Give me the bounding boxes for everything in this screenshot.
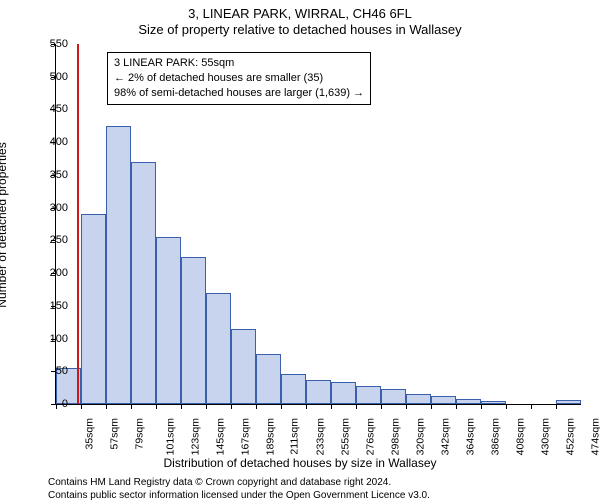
x-axis-label: Distribution of detached houses by size … — [0, 456, 600, 470]
histogram-bar — [256, 354, 281, 404]
x-tick — [306, 404, 307, 409]
x-tick — [131, 404, 132, 409]
histogram-bar — [106, 126, 131, 404]
x-tick-label: 474sqm — [589, 418, 600, 455]
x-tick — [281, 404, 282, 409]
x-tick-label: 386sqm — [489, 418, 501, 455]
chart-title: 3, LINEAR PARK, WIRRAL, CH46 6FL — [0, 6, 600, 21]
y-tick-label: 250 — [38, 234, 68, 246]
histogram-bar — [556, 400, 581, 404]
x-tick — [331, 404, 332, 409]
property-marker-line — [77, 44, 79, 404]
y-tick-label: 500 — [38, 71, 68, 83]
annotation-box: 3 LINEAR PARK: 55sqm ← 2% of detached ho… — [107, 52, 371, 105]
y-tick-label: 400 — [38, 136, 68, 148]
histogram-bar — [331, 382, 356, 404]
y-tick-label: 550 — [38, 38, 68, 50]
annotation-line-1: 3 LINEAR PARK: 55sqm — [114, 56, 364, 71]
x-tick — [106, 404, 107, 409]
y-tick-label: 100 — [38, 333, 68, 345]
x-tick-label: 320sqm — [414, 418, 426, 455]
x-tick-label: 123sqm — [189, 418, 201, 455]
y-tick-label: 50 — [38, 365, 68, 377]
x-tick-label: 430sqm — [539, 418, 551, 455]
histogram-bar — [281, 374, 306, 404]
x-tick — [81, 404, 82, 409]
x-tick — [181, 404, 182, 409]
x-tick-label: 35sqm — [84, 418, 96, 450]
histogram-bar — [381, 389, 406, 404]
x-tick — [556, 404, 557, 409]
x-tick — [456, 404, 457, 409]
annotation-line-2: ← 2% of detached houses are smaller (35) — [114, 71, 364, 86]
y-tick-label: 150 — [38, 300, 68, 312]
y-axis-label: Number of detached properties — [0, 60, 9, 225]
x-tick-label: 211sqm — [289, 418, 301, 455]
histogram-bar — [231, 329, 256, 404]
x-tick-label: 145sqm — [214, 418, 226, 455]
x-tick — [506, 404, 507, 409]
histogram-bar — [356, 386, 381, 404]
copyright-text: Contains HM Land Registry data © Crown c… — [48, 476, 430, 500]
x-tick-label: 364sqm — [464, 418, 476, 455]
y-tick-label: 350 — [38, 169, 68, 181]
histogram-bar — [456, 399, 481, 404]
x-tick — [481, 404, 482, 409]
x-tick-label: 276sqm — [364, 418, 376, 455]
x-tick — [206, 404, 207, 409]
annotation-line-3: 98% of semi-detached houses are larger (… — [114, 86, 364, 101]
y-tick-label: 450 — [38, 103, 68, 115]
y-tick-label: 0 — [38, 398, 68, 410]
histogram-bar — [131, 162, 156, 404]
x-tick-label: 233sqm — [314, 418, 326, 455]
x-tick — [356, 404, 357, 409]
x-tick — [531, 404, 532, 409]
x-tick — [256, 404, 257, 409]
histogram-bar — [406, 394, 431, 404]
x-tick-label: 452sqm — [564, 418, 576, 455]
x-tick — [156, 404, 157, 409]
x-tick-label: 255sqm — [339, 418, 351, 455]
histogram-bar — [306, 380, 331, 404]
x-tick — [381, 404, 382, 409]
histogram-bar — [206, 293, 231, 404]
x-tick-label: 408sqm — [514, 418, 526, 455]
plot-area: 3 LINEAR PARK: 55sqm ← 2% of detached ho… — [55, 44, 581, 405]
histogram-bar — [481, 401, 506, 404]
histogram-bar — [181, 257, 206, 404]
histogram-bar — [81, 214, 106, 404]
histogram-bar — [156, 237, 181, 404]
copyright-line-1: Contains HM Land Registry data © Crown c… — [48, 476, 430, 489]
x-tick — [431, 404, 432, 409]
y-tick-label: 300 — [38, 202, 68, 214]
x-tick-label: 79sqm — [134, 418, 146, 450]
x-tick — [406, 404, 407, 409]
x-tick-label: 101sqm — [164, 418, 176, 455]
x-tick-label: 189sqm — [264, 418, 276, 455]
copyright-line-2: Contains public sector information licen… — [48, 489, 430, 500]
y-tick-label: 200 — [38, 267, 68, 279]
x-tick — [231, 404, 232, 409]
x-tick-label: 167sqm — [239, 418, 251, 455]
x-tick-label: 342sqm — [439, 418, 451, 455]
histogram-bar — [431, 396, 456, 404]
chart-subtitle: Size of property relative to detached ho… — [0, 22, 600, 37]
x-tick-label: 298sqm — [389, 418, 401, 455]
x-tick-label: 57sqm — [109, 418, 121, 450]
